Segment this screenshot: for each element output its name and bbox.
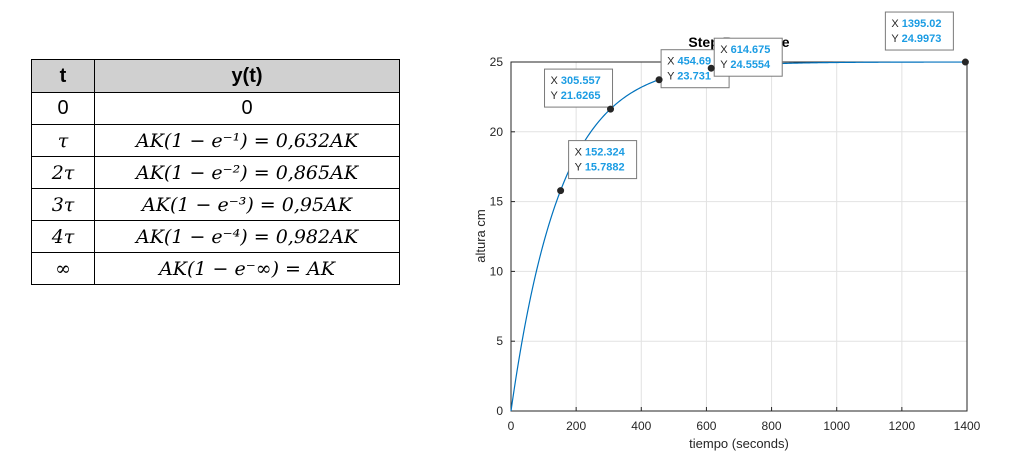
data-point[interactable] xyxy=(707,64,715,72)
y-tick-label: 10 xyxy=(490,264,504,278)
y-tick-label: 20 xyxy=(490,125,504,139)
x-tick-label: 600 xyxy=(696,419,716,433)
data-tip-x: X 614.675 xyxy=(720,44,770,56)
data-tip-box xyxy=(568,140,638,180)
data-point[interactable] xyxy=(961,58,969,66)
x-tick-label: 1400 xyxy=(954,419,981,433)
y-tick-label: 25 xyxy=(490,55,504,69)
table-row: 4τ AK(1 − e⁻⁴) = 0,982AK xyxy=(31,220,400,253)
data-tip-y-value: 15.7882 xyxy=(585,162,625,174)
data-tip-y: Y 23.731 xyxy=(667,71,711,83)
data-tip-y-value: 24.5554 xyxy=(730,59,771,71)
data-tips: X 152.324 Y 15.7882 X 305.557 Y 21.6265 X 45… xyxy=(544,11,969,195)
data-tip-y-value: 23.731 xyxy=(677,71,711,83)
data-point[interactable] xyxy=(607,105,615,113)
x-tick-label: 400 xyxy=(631,419,651,433)
x-tick-label: 0 xyxy=(508,419,515,433)
data-point[interactable] xyxy=(655,76,663,84)
y-tick-label: 5 xyxy=(496,334,503,348)
table-row: τ AK(1 − e⁻¹) = 0,632AK xyxy=(31,124,400,157)
series-line xyxy=(510,61,966,412)
data-tip-x-value: 152.324 xyxy=(585,147,626,159)
data-tip-box xyxy=(713,37,783,77)
x-tick-label: 800 xyxy=(762,419,782,433)
plot-area xyxy=(510,61,968,412)
data-tip-x: X 152.324 xyxy=(575,147,626,159)
data-tip-x-value: 454.69 xyxy=(678,56,712,68)
data-tip-box xyxy=(544,68,614,108)
data-tip-x: X 1395.02 xyxy=(891,18,941,30)
x-axis: 0 200 400 600 800 1000 1200 1400 xyxy=(508,407,981,433)
y-axis: 0 5 10 15 20 25 xyxy=(490,55,515,418)
cell-y: AK(1 − e⁻¹) = 0,632AK xyxy=(94,124,400,157)
data-tip-x-value: 305.557 xyxy=(561,75,601,87)
data-tip[interactable]: X 614.675 Y 24.5554 xyxy=(707,37,783,77)
data-tip-x: X 305.557 xyxy=(551,75,601,87)
data-tip-x: X 454.69 xyxy=(667,56,711,68)
response-table: t y(t) 0 0 τ AK(1 − e⁻¹) = 0,632AK 2τ AK… xyxy=(31,59,400,285)
data-tip-x-value: 614.675 xyxy=(731,44,771,56)
cell-y: AK(1 − e⁻∞) = AK xyxy=(94,252,400,285)
data-point[interactable] xyxy=(557,187,565,195)
y-tick-label: 0 xyxy=(496,404,503,418)
data-tip-x-value: 1395.02 xyxy=(902,18,942,30)
cell-y: AK(1 − e⁻⁴) = 0,982AK xyxy=(94,220,400,253)
data-tip-y-value: 21.6265 xyxy=(561,90,601,102)
x-tick-label: 1000 xyxy=(823,419,850,433)
data-tip[interactable]: X 1395.02 Y 24.9973 xyxy=(884,11,969,66)
cell-y: 0 xyxy=(94,92,400,125)
x-tick-label: 1200 xyxy=(889,419,916,433)
header-t: t xyxy=(31,59,95,93)
data-tip[interactable]: X 152.324 Y 15.7882 xyxy=(557,140,638,195)
data-tip-y-value: 24.9973 xyxy=(902,33,942,45)
cell-y: AK(1 − e⁻³) = 0,95AK xyxy=(94,188,400,221)
cell-t: τ xyxy=(31,124,95,157)
data-tip-y: Y 15.7882 xyxy=(575,162,625,174)
table-header-row: t y(t) xyxy=(31,59,400,93)
data-tip-box xyxy=(884,11,954,51)
y-tick-label: 15 xyxy=(490,195,504,209)
cell-t: 2τ xyxy=(31,156,95,189)
x-tick-label: 200 xyxy=(566,419,586,433)
table-row: 0 0 xyxy=(31,92,400,125)
data-tip-y: Y 24.9973 xyxy=(891,33,941,45)
table-row: 2τ AK(1 − e⁻²) = 0,865AK xyxy=(31,156,400,189)
data-tip[interactable]: X 305.557 Y 21.6265 xyxy=(544,68,615,113)
table-row: 3τ AK(1 − e⁻³) = 0,95AK xyxy=(31,188,400,221)
header-yt: y(t) xyxy=(94,59,400,93)
y-axis-label: altura cm xyxy=(473,209,488,262)
x-axis-label: tiempo (seconds) xyxy=(689,436,789,451)
cell-t: ∞ xyxy=(31,252,95,285)
cell-y: AK(1 − e⁻²) = 0,865AK xyxy=(94,156,400,189)
data-tip-y: Y 24.5554 xyxy=(720,59,771,71)
chart-grid xyxy=(510,61,968,412)
data-tip-y: Y 21.6265 xyxy=(551,90,601,102)
table-row: ∞ AK(1 − e⁻∞) = AK xyxy=(31,252,400,285)
